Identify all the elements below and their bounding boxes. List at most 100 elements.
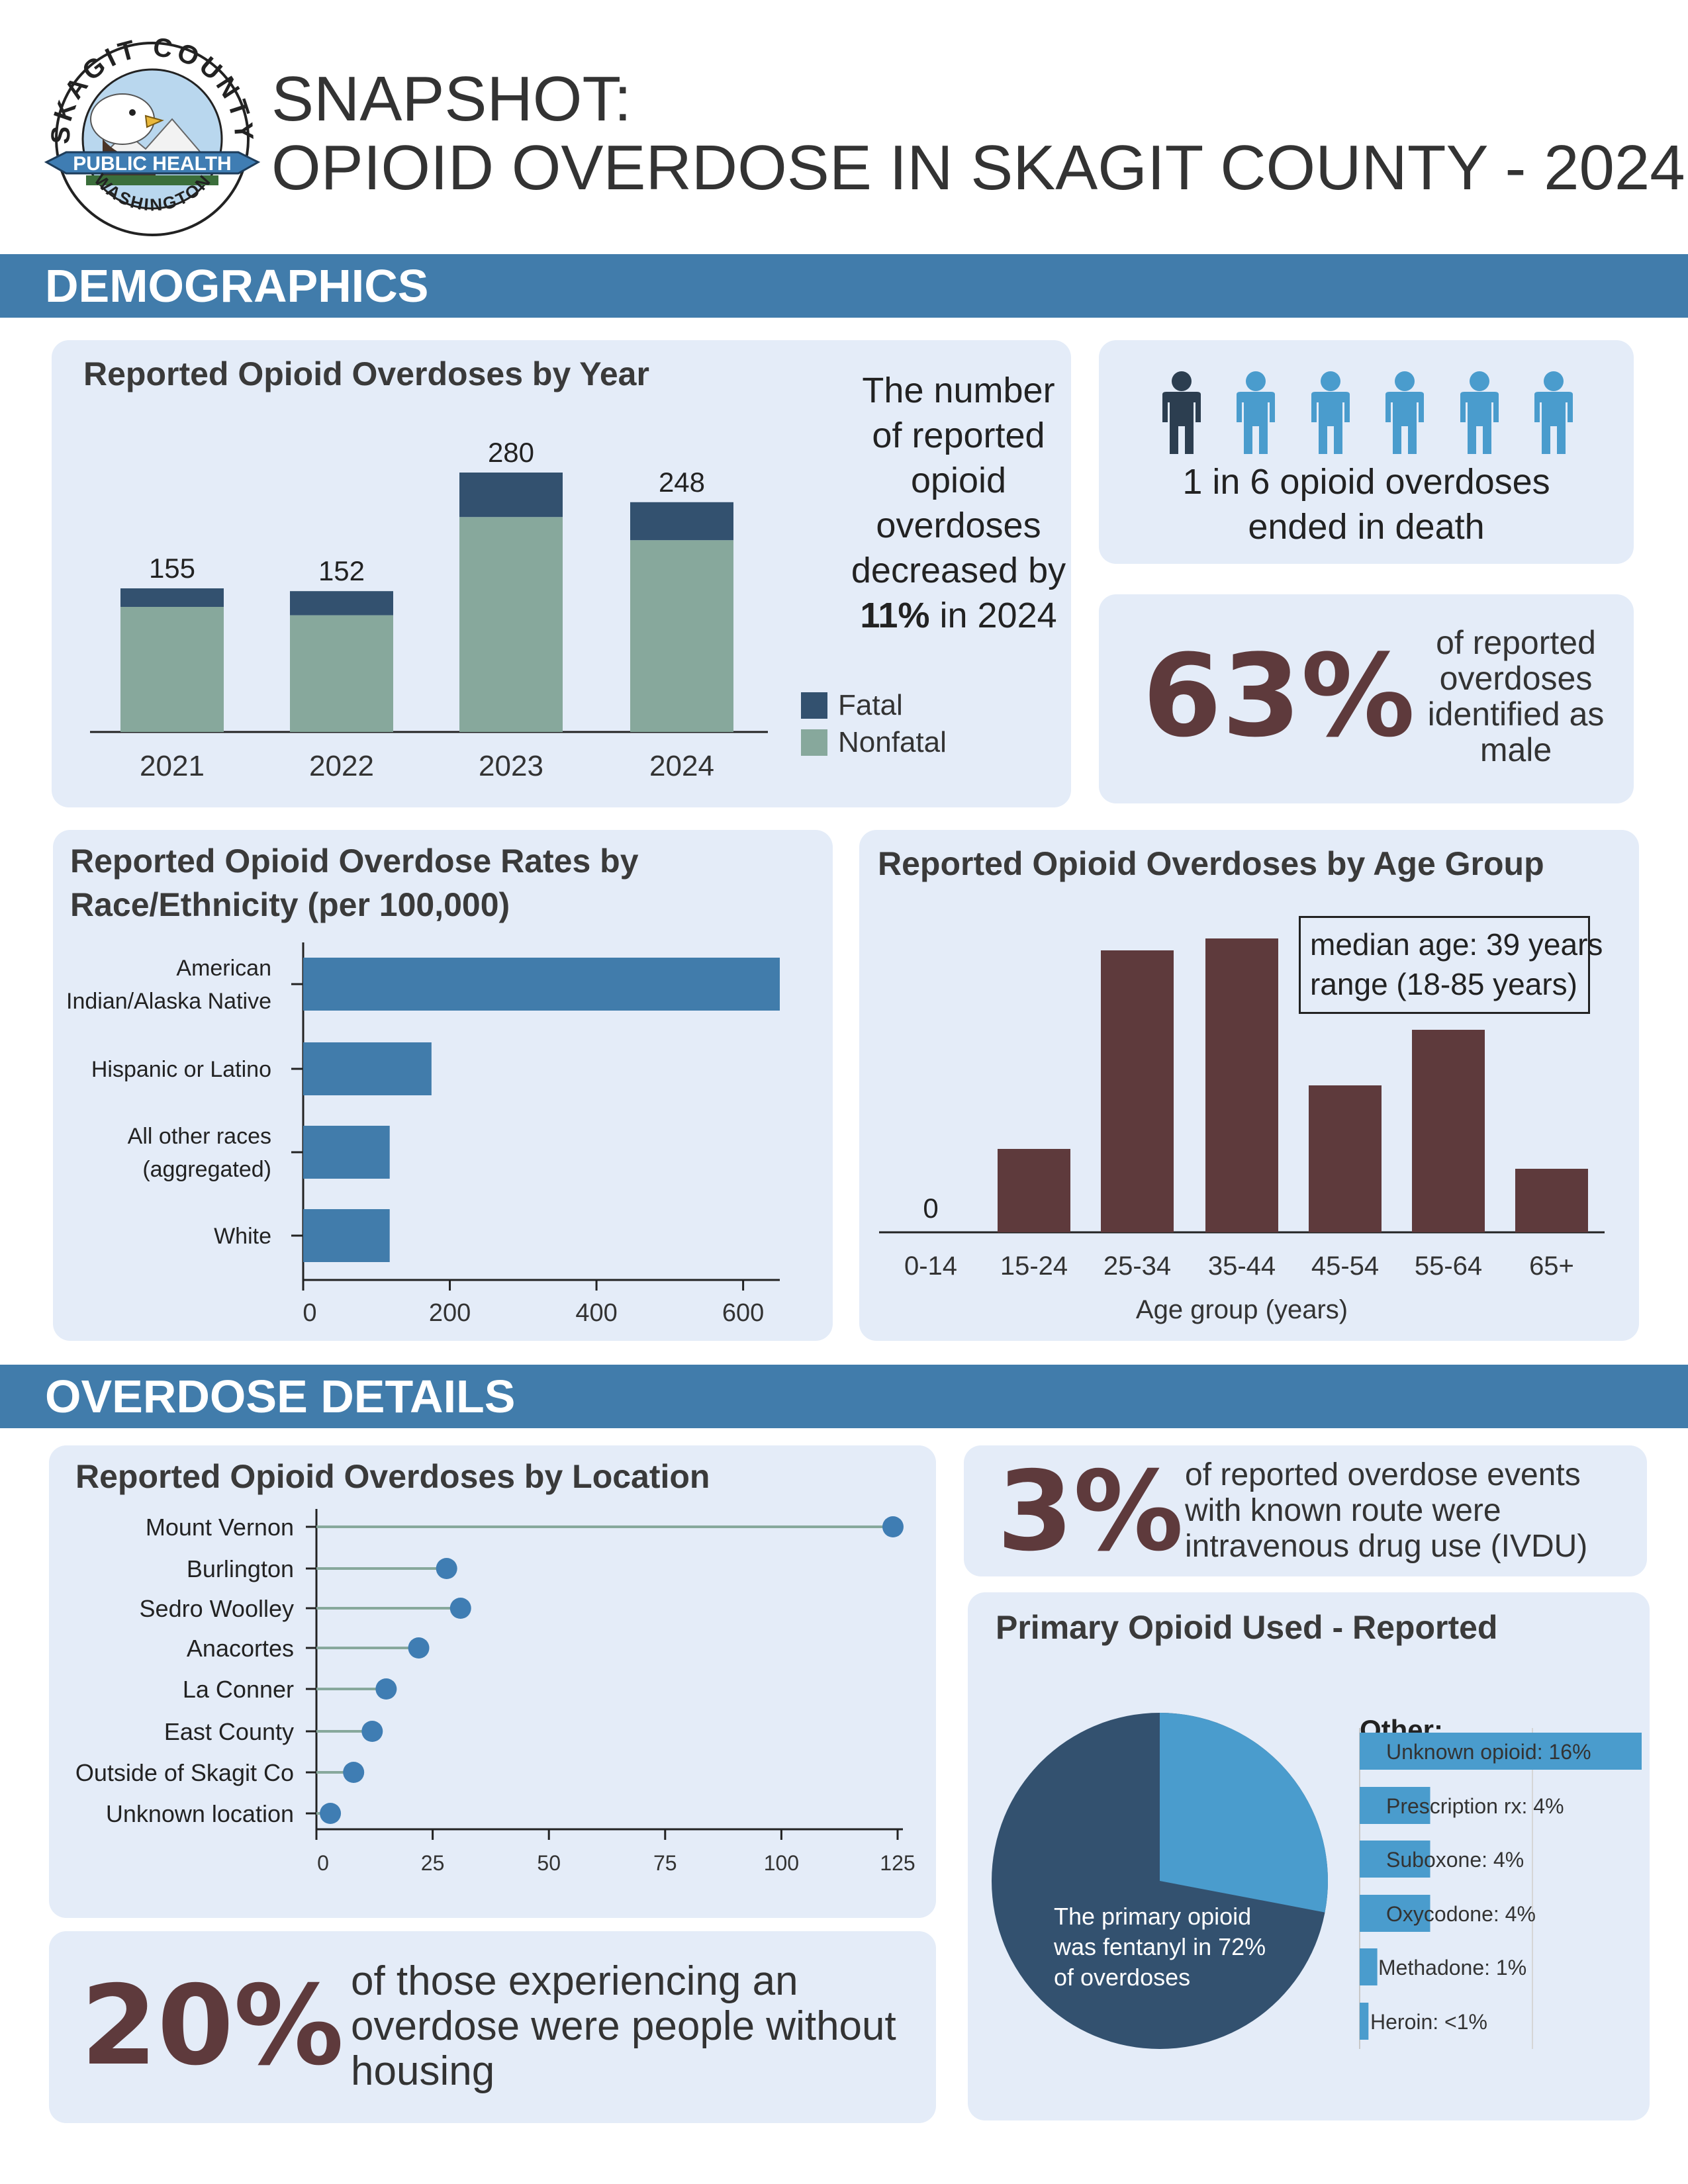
pie-label-line-1: The primary opioid bbox=[1054, 1903, 1251, 1930]
decrease-line-1: The number bbox=[862, 371, 1055, 410]
page-title: SNAPSHOT: OPIOID OVERDOSE IN SKAGIT COUN… bbox=[271, 65, 1685, 203]
tick-label-age-2: 25-34 bbox=[1103, 1251, 1171, 1281]
bar-nonfatal-2023 bbox=[459, 517, 563, 732]
chart-title-race-line1: Reported Opioid Overdose Rates by bbox=[70, 842, 639, 880]
logo-emblem: SKAGIT COUNTY PUBLIC HEALTH WASHINGTON bbox=[44, 32, 261, 236]
chart-location: Mount Vernon Burlington Sedro Woolley Anaco… bbox=[75, 1509, 915, 1875]
tick-label-age-4: 45-54 bbox=[1311, 1251, 1379, 1281]
legend-label-fatal: Fatal bbox=[838, 689, 903, 721]
x-tick-label-race-2: 400 bbox=[575, 1299, 617, 1327]
tick-label-age-3: 35-44 bbox=[1208, 1251, 1276, 1281]
chart-race-ethnicity: American Indian/Alaska Native Hispanic or … bbox=[66, 942, 780, 1327]
age-annotation-line-1: median age: 39 years bbox=[1310, 927, 1603, 962]
category-label-location-2: Sedro Woolley bbox=[140, 1595, 294, 1622]
person-icon-6 bbox=[1534, 371, 1573, 454]
chart-title-primary-opioid: Primary Opioid Used - Reported bbox=[996, 1609, 1498, 1646]
bar-other-1 bbox=[1360, 1787, 1430, 1824]
card-male-percent: 63% of reported overdoses identified as … bbox=[1099, 594, 1634, 803]
bar-other-2 bbox=[1360, 1841, 1430, 1878]
housing-percent-value: 20% bbox=[81, 1962, 344, 2090]
bar-label-other-4: Methadone: 1% bbox=[1378, 1956, 1526, 1979]
point-location-0 bbox=[882, 1516, 904, 1537]
data-label-total-2024: 248 bbox=[659, 467, 705, 498]
chart-title-race-line2: Race/Ethnicity (per 100,000) bbox=[70, 886, 510, 923]
x-tick-label-location-5: 125 bbox=[880, 1851, 915, 1875]
bar-age-55-64 bbox=[1412, 1030, 1485, 1232]
bar-other-4 bbox=[1360, 1948, 1378, 1985]
category-label-location-0: Mount Vernon bbox=[146, 1514, 294, 1541]
category-label-location-3: Anacortes bbox=[187, 1635, 294, 1662]
category-label-race-1-0: Hispanic or Latino bbox=[91, 1057, 271, 1082]
chart-title-race: Reported Opioid Overdose Rates by Race/E… bbox=[70, 839, 639, 927]
card-race-ethnicity: Reported Opioid Overdose Rates by Race/E… bbox=[53, 830, 833, 1341]
male-percent-text: of reported overdoses identified as male bbox=[1383, 625, 1648, 768]
male-line-4: male bbox=[1479, 731, 1552, 768]
category-label-race-3-0: White bbox=[214, 1224, 271, 1249]
tick-label-year-2024: 2024 bbox=[649, 750, 714, 782]
bar-race-1 bbox=[303, 1042, 432, 1095]
point-location-5 bbox=[361, 1721, 383, 1742]
decrease-statement: The number of reported opioid overdoses … bbox=[773, 368, 1144, 638]
point-location-7 bbox=[320, 1803, 342, 1824]
card-age-group: Reported Opioid Overdoses by Age Group 0… bbox=[859, 830, 1639, 1341]
decrease-line-2: of reported bbox=[872, 416, 1045, 455]
page-title-line2: OPIOID OVERDOSE IN SKAGIT COUNTY - 2024 bbox=[271, 132, 1685, 203]
chart-title-age: Reported Opioid Overdoses by Age Group bbox=[878, 845, 1544, 882]
x-tick-label-location-2: 50 bbox=[537, 1851, 561, 1875]
point-location-3 bbox=[408, 1637, 430, 1659]
card-overdoses-by-year: Reported Opioid Overdoses by Year 155 202… bbox=[52, 340, 1071, 807]
x-tick-label-location-0: 0 bbox=[317, 1851, 329, 1875]
tick-label-year-2022: 2022 bbox=[309, 750, 374, 782]
section-band-details: OVERDOSE DETAILS bbox=[0, 1365, 1688, 1428]
point-location-2 bbox=[449, 1598, 471, 1619]
pie-label-line-3: of overdoses bbox=[1054, 1964, 1190, 1991]
bar-race-2 bbox=[303, 1126, 390, 1179]
chart-title-by-year: Reported Opioid Overdoses by Year bbox=[83, 355, 649, 392]
bar-fatal-2024 bbox=[630, 502, 733, 541]
x-tick-label-race-1: 200 bbox=[429, 1299, 471, 1327]
bar-fatal-2023 bbox=[459, 473, 563, 518]
ivdu-line-2: with known route were bbox=[1185, 1493, 1501, 1528]
category-label-race-0-0: American bbox=[176, 956, 271, 981]
chart-other-opioids: Unknown opioid: 16% Prescription rx: 4% Su… bbox=[1359, 1728, 1642, 2049]
x-axis-title-age: Age group (years) bbox=[1136, 1295, 1348, 1324]
data-label-total-2022: 152 bbox=[318, 555, 365, 586]
logo-banner-text: PUBLIC HEALTH bbox=[73, 153, 231, 175]
person-icon-3 bbox=[1311, 371, 1350, 454]
bar-age-15-24 bbox=[998, 1149, 1070, 1232]
data-label-total-2023: 280 bbox=[488, 437, 534, 468]
chart-primary-opioid-pie: The primary opioid was fentanyl in 72% of … bbox=[992, 1713, 1328, 2049]
x-tick-label-race-0: 0 bbox=[303, 1299, 316, 1327]
death-ratio-line-1: 1 in 6 opioid overdoses bbox=[1182, 462, 1550, 502]
tick-label-age-0: 0-14 bbox=[904, 1251, 957, 1281]
point-location-6 bbox=[343, 1762, 365, 1783]
bar-fatal-2021 bbox=[120, 588, 224, 607]
decrease-line-3: opioid bbox=[910, 461, 1007, 500]
data-label-age-zero: 0 bbox=[923, 1193, 938, 1224]
bar-nonfatal-2022 bbox=[290, 615, 393, 732]
card-death-ratio: 1 in 6 opioid overdoses ended in death bbox=[1099, 340, 1634, 564]
bar-label-other-2: Suboxone: 4% bbox=[1386, 1848, 1524, 1872]
legend-swatch-nonfatal bbox=[801, 729, 827, 756]
category-label-location-5: East County bbox=[164, 1718, 294, 1745]
bar-other-5 bbox=[1360, 2003, 1369, 2040]
person-icon-1 bbox=[1162, 371, 1201, 454]
tick-label-age-5: 55-64 bbox=[1415, 1251, 1482, 1281]
x-tick-label-location-4: 100 bbox=[764, 1851, 799, 1875]
pie-label-line-2: was fentanyl in 72% bbox=[1053, 1933, 1266, 1960]
card-primary-opioid: Primary Opioid Used - Reported The prima… bbox=[968, 1592, 1650, 2120]
housing-line-2: overdose were people without bbox=[351, 2003, 896, 2049]
legend-swatch-fatal bbox=[801, 692, 827, 719]
tick-label-year-2021: 2021 bbox=[140, 750, 205, 782]
section-band-demographics: DEMOGRAPHICS bbox=[0, 254, 1688, 318]
chart-by-year: 155 2021 152 2022 280 2023 248 2024 bbox=[90, 437, 768, 782]
section-title-demographics: DEMOGRAPHICS bbox=[45, 260, 429, 312]
age-annotation-line-2: range (18-85 years) bbox=[1310, 967, 1577, 1001]
bar-race-3 bbox=[303, 1209, 390, 1262]
category-label-location-1: Burlington bbox=[187, 1555, 294, 1582]
tick-label-age-6: 65+ bbox=[1529, 1251, 1574, 1281]
bar-nonfatal-2021 bbox=[120, 607, 224, 732]
housing-line-3: housing bbox=[351, 2048, 495, 2094]
male-line-3: identified as bbox=[1427, 696, 1605, 733]
x-tick-label-location-1: 25 bbox=[421, 1851, 445, 1875]
